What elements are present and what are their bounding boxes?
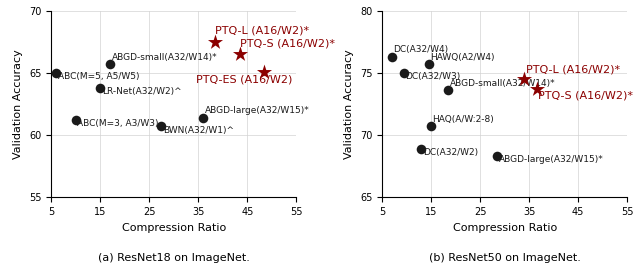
Text: ABGD-large(A32/W15)*: ABGD-large(A32/W15)* [205,106,309,115]
Y-axis label: Validation Accuracy: Validation Accuracy [344,49,355,159]
Point [531,87,541,92]
Point [387,55,397,59]
X-axis label: Compression Ratio: Compression Ratio [452,222,557,233]
Point [51,71,61,75]
Point [399,71,409,75]
Text: PTQ-L (A16/W2)*: PTQ-L (A16/W2)* [216,26,310,36]
Text: DC(A32/W2): DC(A32/W2) [423,148,478,157]
Point [519,77,529,81]
Text: DC(A32/W3): DC(A32/W3) [406,72,461,81]
Text: HAWQ(A2/W4): HAWQ(A2/W4) [430,53,495,62]
X-axis label: Compression Ratio: Compression Ratio [122,222,226,233]
Y-axis label: Validation Accuracy: Validation Accuracy [13,49,24,159]
Point [443,88,453,93]
Text: PTQ-ES (A16/W2): PTQ-ES (A16/W2) [196,74,292,84]
Point [198,116,208,120]
Text: (a) ResNet18 on ImageNet.: (a) ResNet18 on ImageNet. [98,253,250,263]
Point [95,86,106,90]
Point [235,52,245,57]
Text: PTQ-S (A16/W2)*: PTQ-S (A16/W2)* [240,38,335,48]
Text: ABGD-small(A32/W14)*: ABGD-small(A32/W14)* [450,79,556,88]
Point [492,154,502,158]
Text: ABGD-large(A32/W15)*: ABGD-large(A32/W15)* [499,155,604,164]
Text: DC(A32/W4): DC(A32/W4) [394,45,449,55]
Text: ABC(M=3, A3/W3): ABC(M=3, A3/W3) [77,119,159,128]
Text: HAQ(A/W:2-8): HAQ(A/W:2-8) [433,115,494,124]
Point [426,124,436,129]
Text: (b) ResNet50 on ImageNet.: (b) ResNet50 on ImageNet. [429,253,580,263]
Text: PTQ-S (A16/W2)*: PTQ-S (A16/W2)* [538,90,633,100]
Point [70,118,81,122]
Point [424,62,434,67]
Text: ABGD-small(A32/W14)*: ABGD-small(A32/W14)* [111,53,217,62]
Text: ABC(M=5, A5/W5): ABC(M=5, A5/W5) [58,72,139,81]
Point [211,40,221,44]
Point [259,70,269,74]
Text: PTQ-L (A16/W2)*: PTQ-L (A16/W2)* [525,64,620,74]
Text: BWN(A32/W1)^: BWN(A32/W1)^ [163,125,234,135]
Point [416,147,426,151]
Point [156,124,166,129]
Point [105,62,115,67]
Text: LR-Net(A32/W2)^: LR-Net(A32/W2)^ [102,87,181,96]
